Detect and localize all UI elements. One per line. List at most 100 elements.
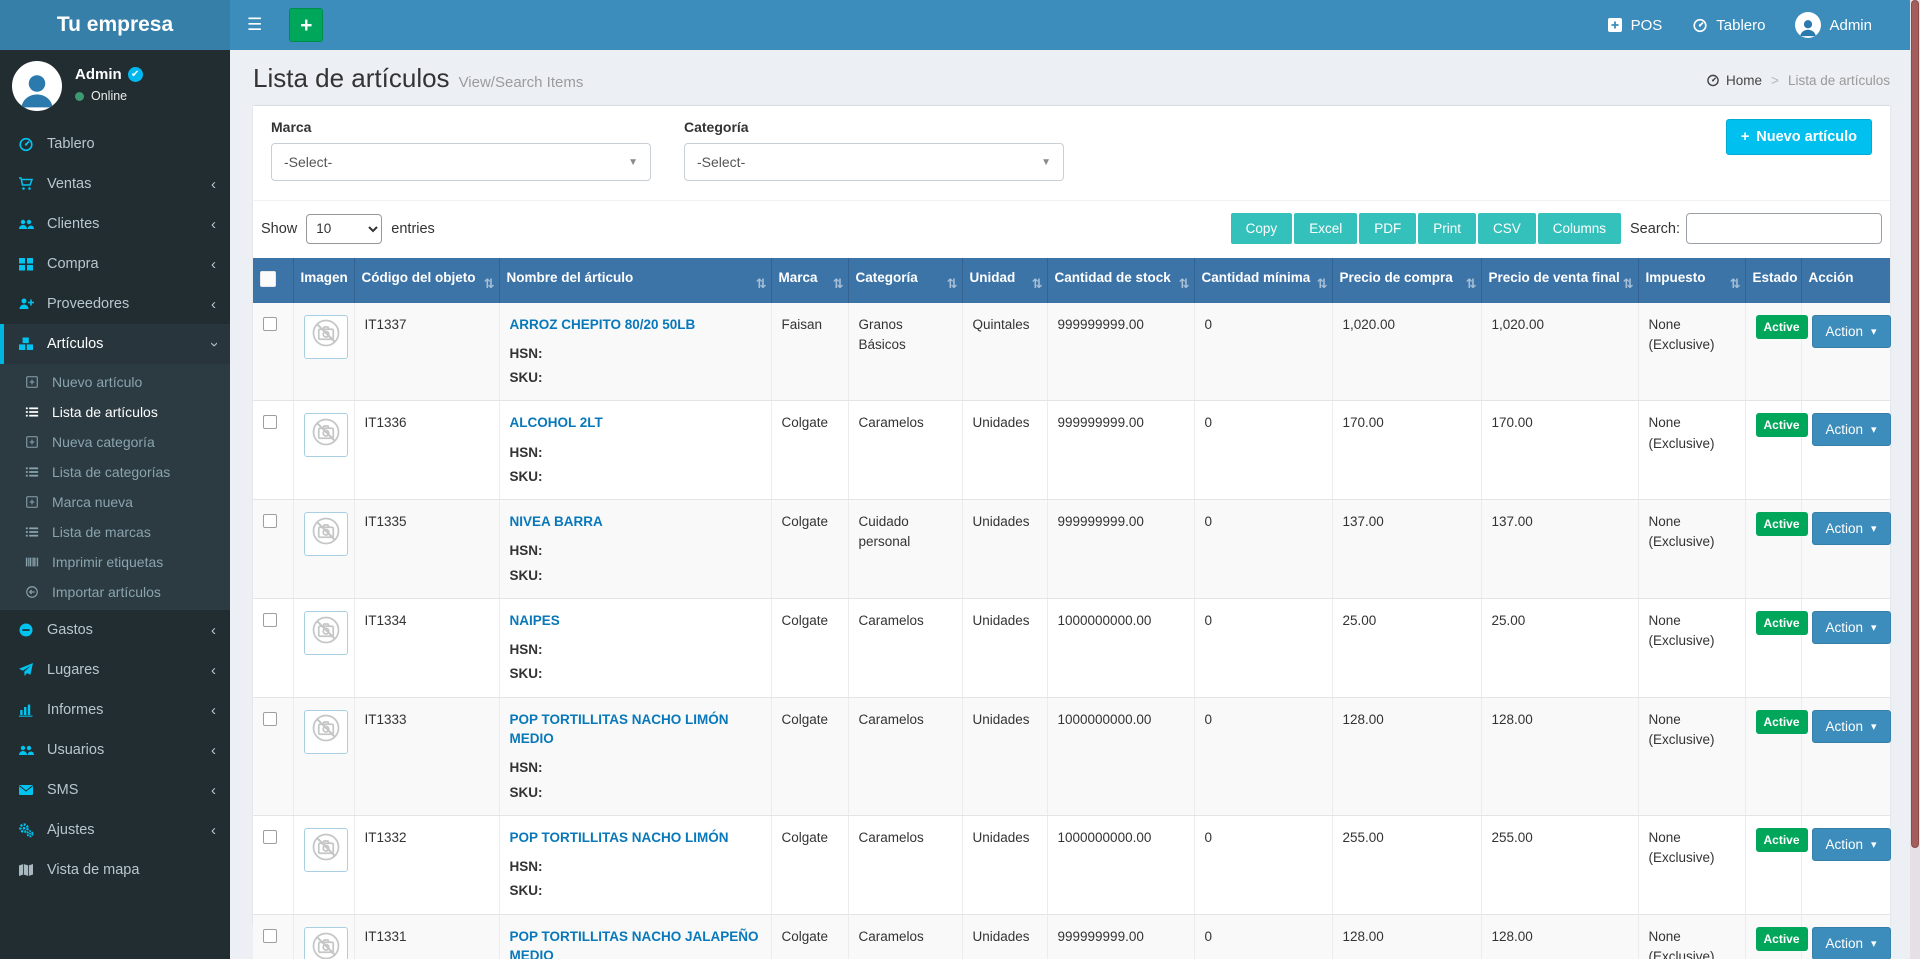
column-header-compra[interactable]: Precio de compra⇅ <box>1332 258 1481 303</box>
export-print-button[interactable]: Print <box>1418 213 1476 244</box>
column-header-categoria[interactable]: Categoría⇅ <box>848 258 962 303</box>
row-checkbox[interactable] <box>263 514 277 528</box>
action-button[interactable]: Action▾ <box>1812 710 1891 743</box>
item-name-link[interactable]: POP TORTILLITAS NACHO JALAPEÑO MEDIO <box>510 927 761 959</box>
row-checkbox[interactable] <box>263 712 277 726</box>
sort-icon[interactable]: ⇅ <box>947 275 958 294</box>
sidebar-item-usuarios[interactable]: Usuarios‹ <box>0 730 230 770</box>
row-checkbox[interactable] <box>263 830 277 844</box>
row-checkbox[interactable] <box>263 929 277 943</box>
action-button[interactable]: Action▾ <box>1812 413 1891 446</box>
export-excel-button[interactable]: Excel <box>1294 213 1357 244</box>
map-icon <box>15 862 37 878</box>
sidebar-item-gastos[interactable]: Gastos‹ <box>0 610 230 650</box>
new-item-button[interactable]: + Nuevo artículo <box>1726 119 1872 155</box>
sidebar-item-sms[interactable]: SMS‹ <box>0 770 230 810</box>
sidebar-item-nueva-categoria[interactable]: Nueva categoría <box>0 427 230 457</box>
sort-icon[interactable]: ⇅ <box>1317 275 1328 294</box>
action-button[interactable]: Action▾ <box>1812 828 1891 861</box>
sort-icon[interactable]: ⇅ <box>833 275 844 294</box>
column-header-venta[interactable]: Precio de venta final⇅ <box>1481 258 1638 303</box>
action-button[interactable]: Action▾ <box>1812 512 1891 545</box>
sidebar-item-imprimir-etiquetas[interactable]: Imprimir etiquetas <box>0 547 230 577</box>
nav-pos-button[interactable]: POS <box>1607 17 1663 34</box>
column-header-stock[interactable]: Cantidad de stock⇅ <box>1047 258 1194 303</box>
column-header-unidad[interactable]: Unidad⇅ <box>962 258 1047 303</box>
sort-icon[interactable]: ⇅ <box>1730 275 1741 294</box>
sort-icon[interactable]: ⇅ <box>1466 275 1477 294</box>
sort-icon[interactable]: ⇅ <box>1623 275 1634 294</box>
item-brand: Faisan <box>782 317 823 332</box>
sidebar-item-compra[interactable]: Compra‹ <box>0 244 230 284</box>
sidebar-item-clientes[interactable]: Clientes‹ <box>0 204 230 244</box>
sidebar-item-articulos[interactable]: Artículos‹ <box>0 324 230 364</box>
sidebar-item-lista-de-categorias[interactable]: Lista de categorías <box>0 457 230 487</box>
sidebar-item-vista-de-mapa[interactable]: Vista de mapa <box>0 850 230 890</box>
sidebar-item-label: Ajustes <box>47 822 95 838</box>
sidebar-item-lista-de-articulos[interactable]: Lista de artículos <box>0 397 230 427</box>
item-name-link[interactable]: POP TORTILLITAS NACHO LIMÓN <box>510 828 729 848</box>
hsn-label: HSN: <box>510 443 761 463</box>
brand-filter-select[interactable]: -Select- ▼ <box>271 143 651 181</box>
row-checkbox[interactable] <box>263 317 277 331</box>
sidebar-item-informes[interactable]: Informes‹ <box>0 690 230 730</box>
sidebar-item-tablero[interactable]: Tablero <box>0 124 230 164</box>
column-header-marca[interactable]: Marca⇅ <box>771 258 848 303</box>
sidebar-item-ventas[interactable]: Ventas‹ <box>0 164 230 204</box>
search-input[interactable] <box>1686 213 1882 244</box>
sidebar-item-label: Usuarios <box>47 742 104 758</box>
sidebar-item-ajustes[interactable]: Ajustes‹ <box>0 810 230 850</box>
list-icon <box>23 465 41 479</box>
sort-icon[interactable]: ⇅ <box>1179 275 1190 294</box>
page-size-select[interactable]: 10 <box>306 214 382 244</box>
brand-logo[interactable]: Tu empresa <box>0 0 230 50</box>
breadcrumb-home[interactable]: Home <box>1706 73 1762 88</box>
sort-icon[interactable]: ⇅ <box>484 275 495 294</box>
chevron-left-icon: ‹ <box>211 783 216 798</box>
item-brand: Colgate <box>782 929 829 944</box>
caret-down-icon: ▾ <box>1871 937 1877 950</box>
nav-user-menu[interactable]: Admin <box>1795 12 1872 38</box>
column-header-minima[interactable]: Cantidad mínima⇅ <box>1194 258 1332 303</box>
sidebar-item-lugares[interactable]: Lugares‹ <box>0 650 230 690</box>
export-copy-button[interactable]: Copy <box>1231 213 1293 244</box>
sidebar-item-importar-articulos[interactable]: Importar artículos <box>0 577 230 607</box>
export-pdf-button[interactable]: PDF <box>1359 213 1416 244</box>
action-button[interactable]: Action▾ <box>1812 611 1891 644</box>
category-filter-select[interactable]: -Select- ▼ <box>684 143 1064 181</box>
item-name-link[interactable]: ALCOHOL 2LT <box>510 413 603 433</box>
item-min-qty: 0 <box>1205 317 1213 332</box>
export-columns-button[interactable]: Columns <box>1538 213 1621 244</box>
sidebar-toggle-button[interactable]: ☰ <box>230 0 279 50</box>
action-button[interactable]: Action▾ <box>1812 927 1891 959</box>
column-label: Imagen <box>301 270 348 285</box>
item-unit: Unidades <box>973 514 1030 529</box>
action-button[interactable]: Action▾ <box>1812 315 1891 348</box>
quick-add-button[interactable]: + <box>289 8 323 42</box>
row-checkbox[interactable] <box>263 415 277 429</box>
sidebar-item-proveedores[interactable]: Proveedores‹ <box>0 284 230 324</box>
sidebar-item-nuevo-articulo[interactable]: Nuevo artículo <box>0 367 230 397</box>
column-header-impuesto[interactable]: Impuesto⇅ <box>1638 258 1745 303</box>
sidebar-item-label: Importar artículos <box>52 584 161 600</box>
sidebar-item-marca-nueva[interactable]: Marca nueva <box>0 487 230 517</box>
scrollbar-thumb[interactable] <box>1911 0 1919 848</box>
select-all-checkbox[interactable] <box>260 271 276 287</box>
column-header-nombre[interactable]: Nombre del árticulo ⇅ <box>499 258 771 303</box>
item-selling-price: 1,020.00 <box>1492 317 1545 332</box>
export-csv-button[interactable]: CSV <box>1478 213 1536 244</box>
item-name-link[interactable]: NAIPES <box>510 611 560 631</box>
sidebar-item-lista-de-marcas[interactable]: Lista de marcas <box>0 517 230 547</box>
item-name-link[interactable]: ARROZ CHEPITO 80/20 50LB <box>510 315 696 335</box>
column-header-codigo[interactable]: Código del objeto⇅ <box>354 258 499 303</box>
column-label: Nombre del árticulo <box>507 270 634 285</box>
row-checkbox[interactable] <box>263 613 277 627</box>
cubes-icon <box>15 336 37 352</box>
item-purchase-price: 137.00 <box>1343 514 1384 529</box>
sidebar-item-label: Nuevo artículo <box>52 374 142 390</box>
item-name-link[interactable]: NIVEA BARRA <box>510 512 603 532</box>
nav-dashboard-button[interactable]: Tablero <box>1692 17 1765 34</box>
item-name-link[interactable]: POP TORTILLITAS NACHO LIMÓN MEDIO <box>510 710 761 749</box>
sort-icon[interactable]: ⇅ <box>756 275 767 294</box>
sort-icon[interactable]: ⇅ <box>1032 275 1043 294</box>
